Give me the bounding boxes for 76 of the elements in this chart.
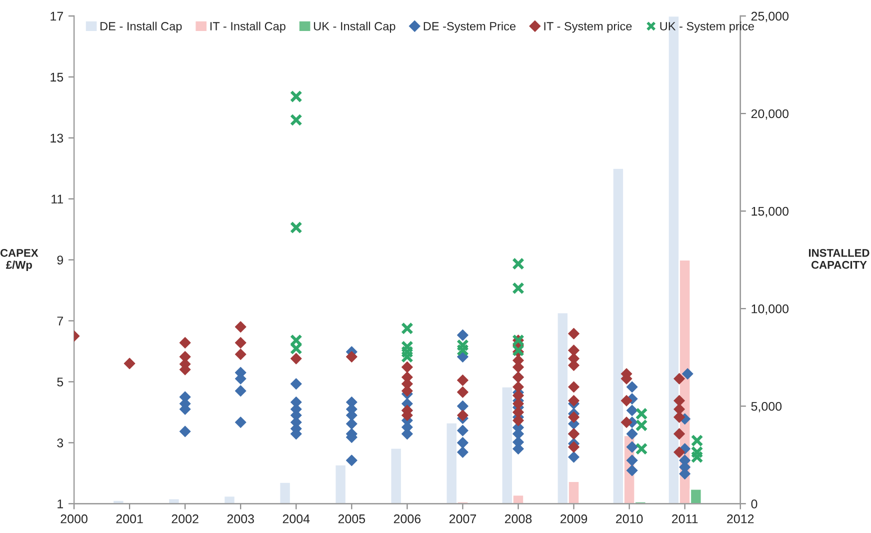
x-tick-label: 2006 <box>394 514 421 524</box>
point <box>457 410 468 421</box>
point <box>346 351 358 362</box>
x-tick-label: 2008 <box>504 514 532 524</box>
x-tick-label: 2001 <box>116 514 143 524</box>
point <box>290 221 302 234</box>
y2-tick-label: 25,000 <box>751 12 789 22</box>
point <box>620 416 632 428</box>
point <box>234 348 246 360</box>
y-tick-label: 11 <box>52 194 64 204</box>
point <box>401 322 414 335</box>
point <box>290 352 302 364</box>
point <box>674 428 685 440</box>
y2-axis-title: INSTALLED CAPACITY <box>808 248 870 269</box>
x-tick-label: 2005 <box>338 514 366 524</box>
point <box>620 394 632 406</box>
y2-tick-label: 0 <box>751 499 758 508</box>
point <box>635 419 648 432</box>
legend-label: IT - Install Cap <box>210 22 286 33</box>
y-tick-label: 9 <box>57 256 64 264</box>
point <box>457 374 468 386</box>
bar <box>278 482 292 504</box>
bar <box>223 495 236 504</box>
y-tick-label: 3 <box>57 438 64 448</box>
x-tick-label: 2012 <box>727 514 754 524</box>
y2-tick-label: 5,000 <box>751 402 782 412</box>
y2-tick-label: 15,000 <box>752 206 789 218</box>
y-axis-title: CAPEX £/Wp <box>0 248 38 271</box>
y-tick-label: 7 <box>57 316 63 326</box>
y-tick-label: 15 <box>50 72 64 82</box>
y-tick-label: 13 <box>50 134 64 143</box>
point <box>512 381 524 393</box>
x-tick-label: 2010 <box>616 514 643 524</box>
point <box>401 340 414 353</box>
y2-tick-label: 10,000 <box>752 304 789 315</box>
x-tick-label: 2003 <box>227 514 254 524</box>
y2-tick-label: 20,000 <box>751 109 789 120</box>
point <box>568 328 580 340</box>
point <box>568 411 580 423</box>
point <box>512 258 524 270</box>
legend-label: UK - Install Cap <box>314 22 396 33</box>
point <box>234 337 246 348</box>
point <box>568 394 580 406</box>
x-tick-label: 2004 <box>282 514 310 524</box>
y-tick-label: 1 <box>58 500 64 508</box>
y-tick-label: 17 <box>50 12 63 21</box>
point <box>674 446 685 458</box>
point <box>635 408 648 420</box>
point <box>635 442 648 456</box>
bar <box>334 464 347 504</box>
x-tick-label: 2009 <box>560 514 588 524</box>
y-tick-label: 5 <box>57 378 64 386</box>
point <box>124 358 136 370</box>
point <box>512 406 524 418</box>
point <box>179 337 191 348</box>
legend-label: DE -System Price <box>424 22 516 33</box>
bar <box>390 447 402 504</box>
point <box>234 321 246 333</box>
point <box>290 114 302 126</box>
legend-label: UK - System price <box>660 22 754 33</box>
point <box>568 441 580 453</box>
point <box>674 394 685 406</box>
legend-label: IT - System price <box>544 22 632 33</box>
point <box>402 361 413 373</box>
point <box>512 398 524 410</box>
point <box>290 90 302 103</box>
point <box>512 282 524 294</box>
point <box>568 381 580 393</box>
point <box>690 434 704 447</box>
x-tick-label: 2002 <box>172 514 198 524</box>
legend-label: DE - Install Cap <box>100 22 182 33</box>
x-tick-label: 2000 <box>60 514 88 524</box>
x-tick-label: 2011 <box>672 514 698 524</box>
point <box>457 386 468 398</box>
point <box>674 373 685 384</box>
x-tick-label: 2007 <box>449 514 476 524</box>
